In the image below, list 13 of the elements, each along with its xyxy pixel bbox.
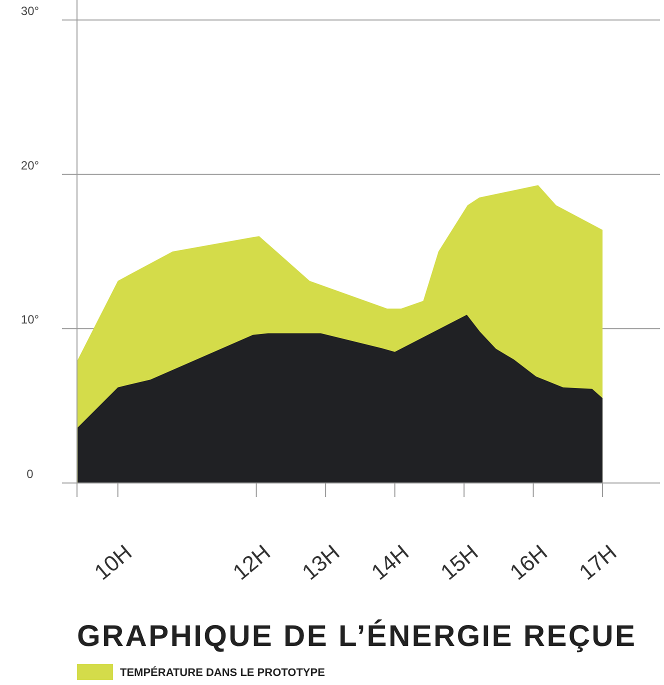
x-tick-label: 13H <box>297 540 344 585</box>
y-tick-label: 30° <box>20 4 40 18</box>
x-tick-label: 15H <box>436 540 483 585</box>
y-tick-label: 0 <box>26 467 34 481</box>
x-tick-label: 12H <box>228 540 276 585</box>
x-tick-label: 16H <box>504 540 552 585</box>
x-tick-label: 17H <box>574 540 622 585</box>
text: GRAPHIQUE DE L’ÉNERGIE REÇUE <box>77 619 635 653</box>
y-tick-label: 10° <box>20 312 40 327</box>
legend-label: TEMPÉRATURE DANS LE PROTOTYPE <box>120 666 325 679</box>
x-tick-label: 10H <box>90 540 137 585</box>
x-tick-label: 14H <box>366 540 414 585</box>
y-tick-label: 20° <box>20 158 40 172</box>
